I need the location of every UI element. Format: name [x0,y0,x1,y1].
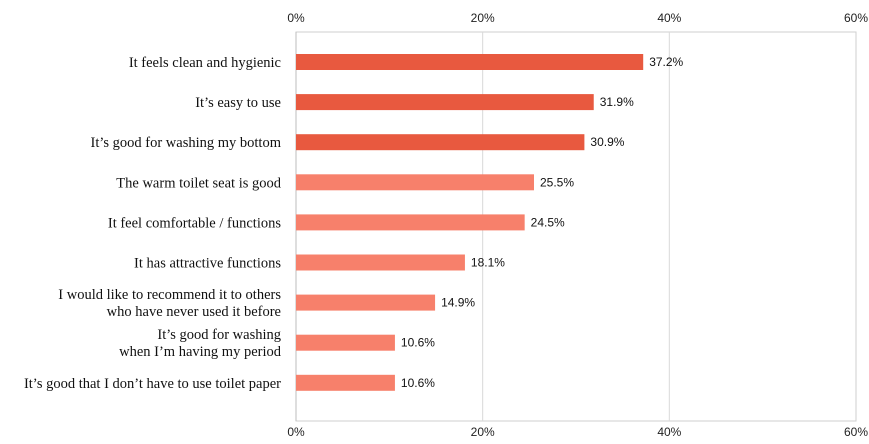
tick-label-bottom-2: 40% [657,425,681,439]
category-label-7-line-0: It’s good for washing [157,327,281,343]
value-label-2: 30.9% [590,135,624,149]
value-label-1: 31.9% [600,95,634,109]
category-label-1: It’s easy to use [195,95,281,111]
value-label-7: 10.6% [401,336,435,350]
category-label-4: It feel comfortable / functions [108,215,281,231]
category-label-5: It has attractive functions [134,256,281,272]
tick-label-top-2: 40% [657,11,681,25]
tick-label-bottom-3: 60% [844,425,868,439]
value-label-5: 18.1% [471,256,505,270]
category-label-8: It’s good that I don’t have to use toile… [24,376,281,392]
value-label-6: 14.9% [441,296,475,310]
bar-4 [296,214,525,231]
tick-label-bottom-1: 20% [471,425,495,439]
tick-label-top-3: 60% [844,11,868,25]
category-label-6-line-1: who have never used it before [107,304,281,320]
category-label-0: It feels clean and hygienic [129,55,281,71]
category-label-7-line-1: when I’m having my period [119,344,282,360]
bar-0 [296,54,644,70]
bar-2 [296,134,585,151]
category-label-3: The warm toilet seat is good [116,175,281,191]
bar-8 [296,374,395,391]
value-label-3: 25.5% [540,175,574,189]
value-label-8: 10.6% [401,376,435,390]
value-label-4: 24.5% [531,215,565,229]
tick-label-top-1: 20% [471,11,495,25]
bar-7 [296,334,395,351]
tick-label-top-0: 0% [287,11,305,25]
category-label-2: It’s good for washing my bottom [90,135,281,151]
bar-6 [296,294,436,311]
bar-5 [296,254,465,271]
bar-1 [296,94,594,111]
tick-label-bottom-0: 0% [287,425,305,439]
bar-3 [296,174,534,191]
category-label-6-line-0: I would like to recommend it to others [58,287,281,303]
value-label-0: 37.2% [649,55,683,69]
